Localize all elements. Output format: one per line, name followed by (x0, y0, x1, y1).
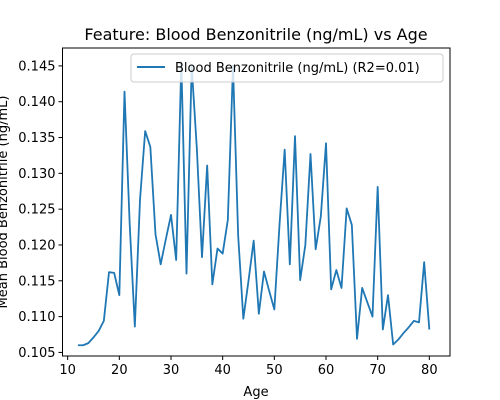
y-tick-label: 0.135 (18, 131, 55, 146)
plot-area (62, 48, 450, 356)
y-tick-label: 0.110 (18, 310, 55, 325)
x-tick-label: 40 (214, 363, 231, 378)
plot-frame (62, 47, 451, 357)
y-tick-label: 0.140 (18, 95, 55, 110)
legend-series-label: Blood Benzonitrile (ng/mL) (R2=0.01) (175, 61, 420, 76)
x-tick-label: 60 (318, 363, 335, 378)
x-tick-label: 50 (266, 363, 283, 378)
x-tick-label: 20 (111, 363, 128, 378)
y-tick-label: 0.130 (18, 167, 55, 182)
y-axis-ticks: 0.105 0.110 0.115 0.120 0.125 0.130 0.135 0.140… (18, 59, 63, 361)
y-tick-label: 0.115 (18, 274, 55, 289)
x-axis-ticks: 10 20 30 40 50 60 70 80 (59, 356, 438, 378)
x-tick-label: 80 (421, 363, 438, 378)
legend: Blood Benzonitrile (ng/mL) (R2=0.01) (130, 53, 444, 83)
chart-title: Feature: Blood Benzonitrile (ng/mL) vs A… (84, 25, 427, 44)
series-line (78, 61, 431, 347)
y-tick-label: 0.105 (18, 346, 55, 361)
y-tick-label: 0.125 (18, 203, 55, 218)
x-tick-label: 30 (163, 363, 180, 378)
y-tick-label: 0.145 (18, 59, 55, 74)
y-tick-label: 0.120 (18, 238, 55, 253)
series-layer (78, 61, 431, 347)
x-axis-label: Age (243, 385, 268, 400)
x-tick-label: 10 (59, 363, 76, 378)
legend-box (130, 53, 444, 83)
y-axis-label: Mean Blood Benzonitrile (ng/mL) (0, 96, 11, 309)
x-tick-label: 70 (369, 363, 386, 378)
